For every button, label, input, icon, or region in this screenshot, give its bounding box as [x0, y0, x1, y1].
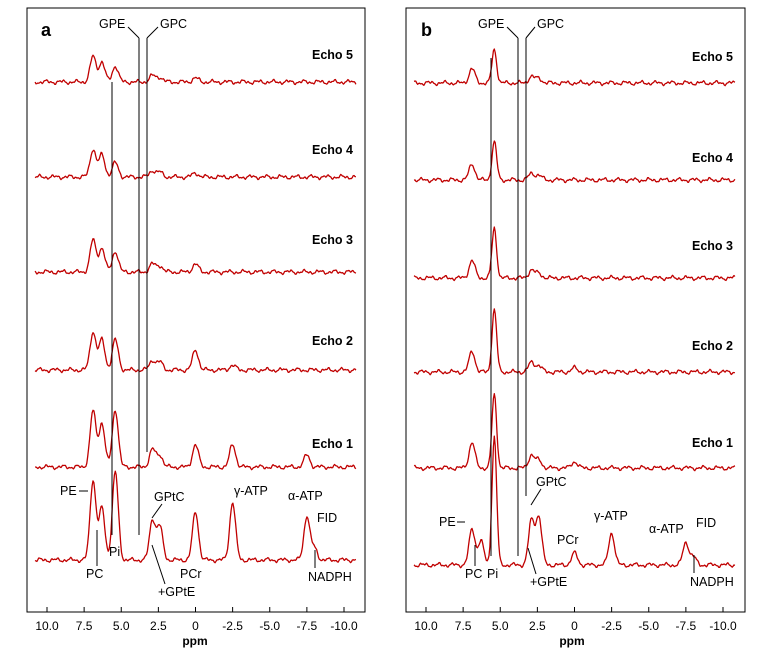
panel-a-gpe-leader — [127, 26, 140, 39]
panel-b-trace-fid — [413, 435, 736, 569]
panel-b-x-tick-label: -2.5 — [601, 619, 622, 633]
panel-b-x-axis-label: ppm — [559, 634, 584, 648]
panel-b-frame — [405, 7, 746, 613]
panel-a-nadph-label: NADPH — [308, 570, 352, 584]
panel-b-x-tick-label: 0 — [571, 619, 578, 633]
panel-a: a GPE GPC Echo 5 Echo 4 Echo 3 Echo 2 Ec… — [26, 7, 366, 648]
panel-a-x-tick-label: 7.5 — [76, 619, 93, 633]
panel-a-x-tick-label: 0 — [192, 619, 199, 633]
panel-b-traces — [413, 48, 736, 569]
panel-a-gpe-label: GPE — [99, 17, 125, 31]
panel-a-echo-1-label: Echo 1 — [312, 437, 353, 451]
panel-a-x-tick-label: -2.5 — [222, 619, 243, 633]
panel-a-trace-fid — [34, 470, 357, 564]
panel-b-gpc-leader — [525, 26, 536, 39]
panel-b-trace-echo-2 — [413, 308, 735, 376]
panel-b-x-axis: 10.0 7.5 5.0 2.5 0 -2.5 -5.0 -7.5 -10.0 — [414, 607, 737, 633]
panel-b-pe-label: PE — [439, 515, 456, 529]
panel-b-letter: b — [421, 20, 432, 40]
panel-b-x-tick-label: 10.0 — [414, 619, 438, 633]
panel-b-x-tick-label: 2.5 — [529, 619, 546, 633]
panel-b-trace-echo-4 — [413, 140, 736, 184]
panel-a-pcr-label: PCr — [180, 567, 202, 581]
panel-a-x-axis: 10.0 7.5 5.0 2.5 0 -2.5 -5.0 -7.5 -10.0 — [35, 607, 358, 633]
panel-b-trace-echo-1 — [413, 393, 736, 472]
panel-b-gptc-leader — [530, 488, 542, 506]
panel-b-gpc-label: GPC — [537, 17, 564, 31]
panel-b-aatp-label: α-ATP — [649, 522, 684, 536]
panel-a-pi-label: Pi — [109, 545, 120, 559]
panel-a-trace-echo-5 — [34, 54, 357, 86]
panel-a-pc-label: PC — [86, 567, 103, 581]
panel-a-pe-label: PE — [60, 484, 77, 498]
panel-a-traces — [34, 54, 357, 564]
panel-a-x-axis-label: ppm — [182, 634, 207, 648]
panel-b-echo-2-label: Echo 2 — [692, 339, 733, 353]
panel-b-gpe-leader — [506, 26, 519, 39]
panel-a-frame — [26, 7, 366, 613]
panel-b-x-tick-label: 5.0 — [492, 619, 509, 633]
panel-a-aatp-label: α-ATP — [288, 489, 323, 503]
panel-a-echo-5-label: Echo 5 — [312, 48, 353, 62]
panel-a-trace-echo-3 — [34, 238, 357, 276]
panel-a-gpte-leader — [151, 544, 166, 585]
panel-b-pc-label: PC — [465, 567, 482, 581]
panel-b-gpe-label: GPE — [478, 17, 504, 31]
panel-b-trace-echo-5 — [413, 48, 736, 87]
panel-b-gpte-leader — [527, 547, 537, 575]
panel-a-gpte-label: +GPtE — [158, 585, 195, 599]
panel-b-pcr-label: PCr — [557, 533, 579, 547]
panel-a-echo-4-label: Echo 4 — [312, 143, 353, 157]
panel-a-x-tick-label: -7.5 — [297, 619, 318, 633]
panel-a-fid-label: FID — [317, 511, 337, 525]
panel-a-x-tick-label: 10.0 — [35, 619, 59, 633]
panel-b-nadph-label: NADPH — [690, 575, 734, 589]
panel-b-gatp-label: γ-ATP — [594, 509, 628, 523]
panel-a-echo-3-label: Echo 3 — [312, 233, 353, 247]
panel-a-letter: a — [41, 20, 52, 40]
panel-b-fid-label: FID — [696, 516, 716, 530]
panel-a-gpc-label: GPC — [160, 17, 187, 31]
panel-b-x-tick-label: -10.0 — [709, 619, 737, 633]
panel-b: b GPE GPC Echo 5 Echo 4 Echo 3 Echo 2 Ec… — [405, 7, 746, 648]
panel-b-echo-1-label: Echo 1 — [692, 436, 733, 450]
panel-a-echo-2-label: Echo 2 — [312, 334, 353, 348]
panel-b-pi-label: Pi — [487, 567, 498, 581]
panel-a-gpc-leader — [146, 26, 159, 39]
panel-a-gptc-label: GPtC — [154, 490, 185, 504]
panel-a-trace-echo-1 — [34, 409, 357, 471]
panel-b-x-tick-label: 7.5 — [455, 619, 472, 633]
panel-b-gpte-label: +GPtE — [530, 575, 567, 589]
panel-a-trace-echo-4 — [34, 149, 356, 181]
panel-b-x-tick-label: -7.5 — [676, 619, 697, 633]
panel-b-trace-echo-3 — [413, 226, 736, 282]
panel-b-echo-3-label: Echo 3 — [692, 239, 733, 253]
panel-a-x-tick-label: 2.5 — [150, 619, 167, 633]
panel-b-echo-4-label: Echo 4 — [692, 151, 733, 165]
panel-a-x-tick-label: -10.0 — [330, 619, 358, 633]
panel-b-x-tick-label: -5.0 — [638, 619, 659, 633]
panel-a-x-tick-label: 5.0 — [113, 619, 130, 633]
panel-b-gptc-label: GPtC — [536, 475, 567, 489]
panel-a-gptc-leader — [151, 503, 163, 519]
panel-a-gatp-label: γ-ATP — [234, 484, 268, 498]
panel-a-x-tick-label: -5.0 — [259, 619, 280, 633]
panel-a-trace-echo-2 — [34, 332, 357, 374]
panel-b-echo-5-label: Echo 5 — [692, 50, 733, 64]
